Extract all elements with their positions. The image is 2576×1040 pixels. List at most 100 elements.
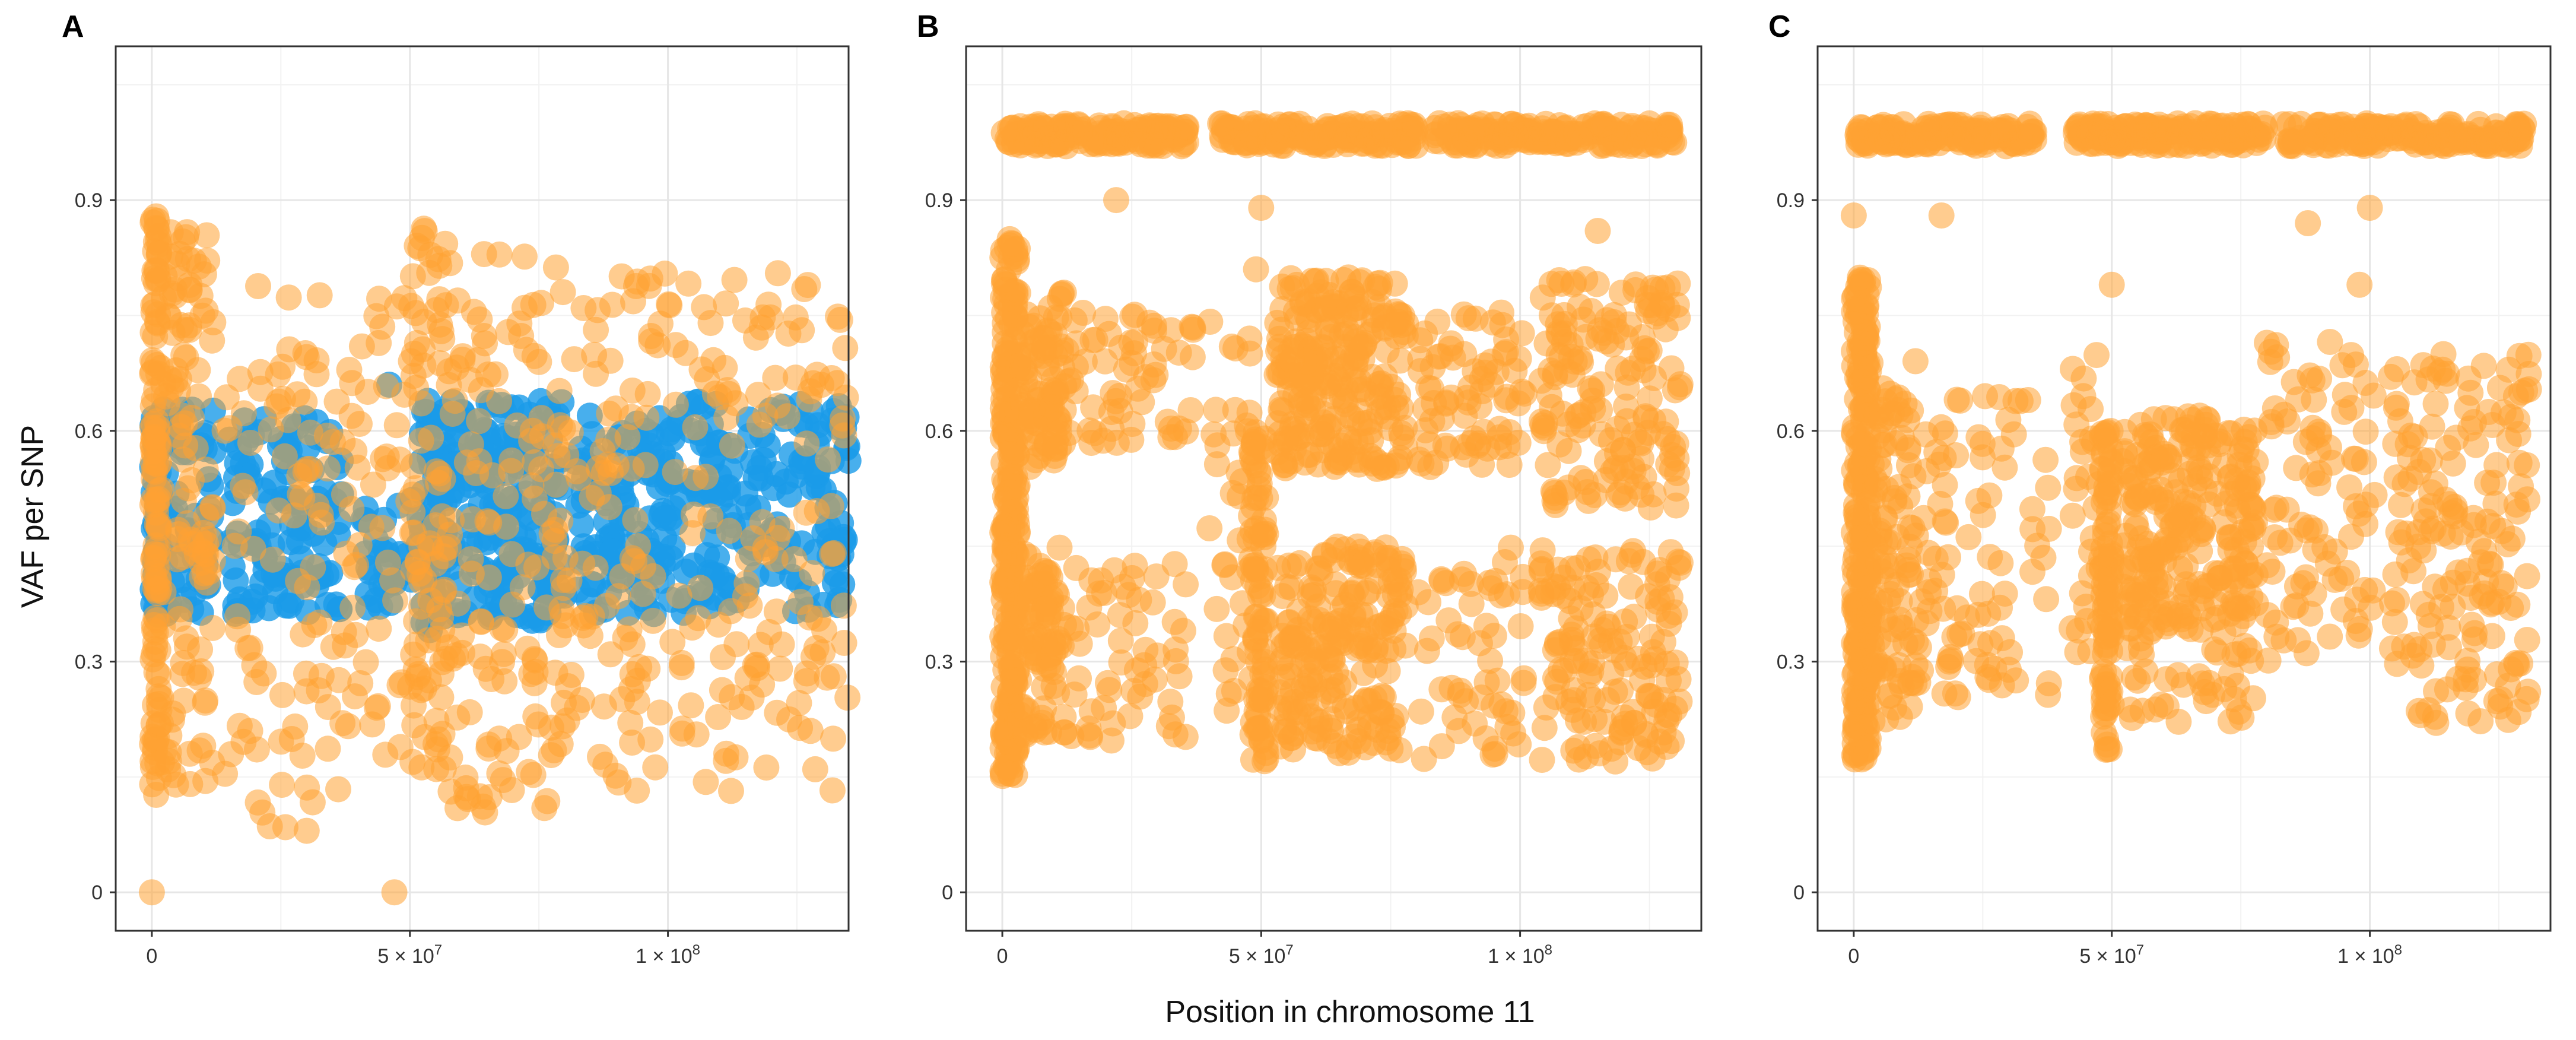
- data-point: [1969, 430, 1996, 457]
- data-point: [763, 598, 790, 625]
- data-point: [1309, 421, 1336, 448]
- data-point: [399, 263, 426, 290]
- data-point: [1484, 667, 1511, 694]
- data-point: [1118, 329, 1145, 356]
- data-point: [269, 385, 296, 412]
- data-point: [634, 381, 661, 407]
- data-point: [1543, 119, 1570, 146]
- data-point: [1022, 716, 1049, 743]
- data-point: [1386, 302, 1413, 328]
- data-point: [164, 526, 191, 553]
- data-point: [1086, 128, 1113, 155]
- data-point: [1654, 566, 1681, 592]
- data-point: [1996, 657, 2022, 683]
- data-point: [475, 731, 502, 758]
- data-point: [1236, 399, 1263, 426]
- data-point: [1049, 280, 1075, 307]
- data-point: [1542, 637, 1568, 664]
- series-other: [1840, 110, 2542, 773]
- data-point: [719, 432, 745, 459]
- data-point: [1269, 113, 1296, 140]
- data-point: [1453, 385, 1480, 411]
- data-point: [1936, 648, 1962, 675]
- data-point: [2094, 731, 2120, 758]
- data-point: [793, 660, 820, 687]
- data-point: [1405, 579, 1432, 605]
- data-point: [1291, 122, 1318, 149]
- data-point: [1200, 421, 1227, 448]
- data-point: [237, 430, 263, 456]
- data-point: [343, 551, 370, 578]
- data-point: [1546, 431, 1573, 458]
- data-point: [269, 681, 296, 708]
- data-point: [1963, 648, 1989, 674]
- data-point: [2155, 113, 2182, 140]
- data-point: [1644, 588, 1671, 615]
- data-point: [1058, 723, 1085, 749]
- data-point: [824, 370, 851, 397]
- data-point: [541, 737, 567, 763]
- data-point: [1076, 594, 1103, 621]
- data-point: [2106, 123, 2132, 150]
- data-point: [1031, 627, 1058, 654]
- data-point: [1328, 322, 1355, 348]
- data-point: [1558, 555, 1584, 582]
- data-point: [1987, 550, 2014, 576]
- data-point: [1268, 390, 1295, 417]
- y-tick-label: 0.9: [75, 189, 103, 212]
- data-point: [1293, 675, 1320, 702]
- data-point: [1374, 610, 1400, 636]
- data-point: [1578, 581, 1604, 608]
- data-point: [173, 344, 199, 371]
- data-point: [1321, 610, 1348, 637]
- data-point: [1913, 421, 1939, 448]
- data-point: [139, 449, 166, 475]
- data-point: [1655, 451, 1682, 477]
- data-point: [716, 518, 742, 544]
- data-point: [269, 772, 296, 798]
- data-point: [154, 390, 181, 417]
- data-point: [583, 360, 609, 387]
- data-point: [399, 519, 425, 546]
- data-point: [2369, 115, 2396, 141]
- data-point: [1459, 115, 1485, 141]
- data-point: [819, 777, 846, 804]
- data-point: [398, 293, 425, 319]
- data-point: [528, 405, 555, 432]
- data-point: [1251, 113, 1278, 139]
- data-point: [1451, 560, 1478, 587]
- data-point: [742, 324, 769, 351]
- data-point: [705, 704, 732, 730]
- data-point: [1841, 742, 1867, 769]
- data-point: [372, 741, 399, 768]
- panel-a-letter: A: [62, 9, 84, 44]
- data-point: [522, 449, 548, 475]
- panel-b: B 00.30.60.90 5 × 107 1 × 108: [917, 9, 1702, 968]
- data-point: [293, 344, 320, 370]
- data-point: [344, 454, 371, 481]
- data-point: [342, 622, 369, 648]
- data-point: [493, 513, 520, 540]
- data-point: [1872, 528, 1899, 555]
- data-point: [1546, 267, 1573, 293]
- data-point: [338, 402, 365, 429]
- panel-c: C 00.30.60.90 5 × 107 1 × 108: [1768, 9, 2552, 968]
- data-point: [224, 603, 251, 630]
- y-tick-label: 0.3: [925, 651, 953, 674]
- data-point: [1501, 357, 1528, 384]
- data-point: [2070, 365, 2097, 392]
- data-point: [1857, 598, 1884, 624]
- data-point: [1066, 665, 1092, 692]
- data-point: [1124, 116, 1151, 143]
- data-point: [1922, 546, 1949, 572]
- data-point: [1141, 666, 1168, 693]
- data-point: [787, 589, 814, 616]
- data-point: [1026, 443, 1052, 470]
- data-point: [531, 795, 558, 822]
- data-point: [1968, 581, 1995, 607]
- data-point: [2035, 515, 2062, 542]
- data-point: [745, 382, 771, 408]
- data-point: [174, 475, 201, 502]
- data-point: [339, 594, 366, 621]
- data-point: [1243, 256, 1269, 283]
